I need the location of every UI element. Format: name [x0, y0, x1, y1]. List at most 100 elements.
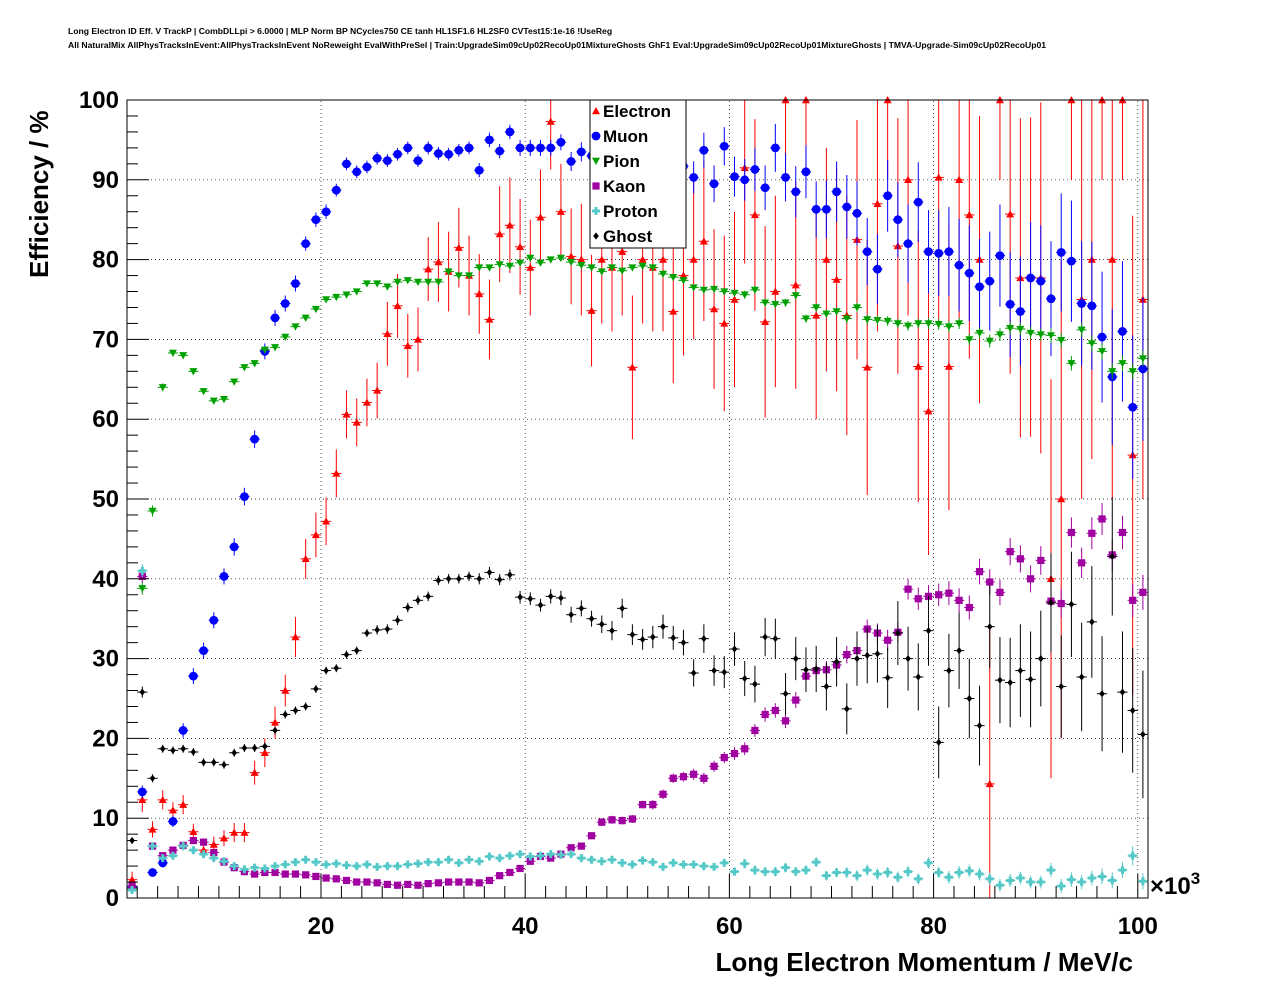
muon-point — [341, 157, 352, 171]
proton-marker — [403, 860, 412, 869]
muon-marker — [1087, 301, 1097, 311]
kaon-marker — [414, 881, 422, 889]
pion-point — [862, 314, 873, 325]
kaon-point — [749, 724, 761, 737]
proton-marker — [1006, 876, 1015, 885]
muon-point — [954, 218, 965, 312]
kaon-point — [729, 747, 740, 760]
ghost-point — [453, 574, 464, 584]
electron-point — [525, 219, 536, 316]
ghost-marker — [711, 666, 717, 675]
proton-marker — [1026, 878, 1035, 887]
muon-point — [555, 134, 567, 151]
electron-marker — [618, 247, 627, 255]
electron-point — [504, 177, 515, 274]
muon-marker — [760, 183, 770, 193]
ghost-marker — [159, 745, 166, 753]
x-tick-label: 80 — [920, 913, 947, 940]
pion-point — [341, 291, 352, 299]
pion-point — [167, 349, 179, 357]
proton-marker — [924, 858, 933, 867]
kaon-marker — [690, 770, 698, 778]
proton-point — [933, 866, 944, 879]
kaon-point — [637, 800, 648, 809]
proton-point — [280, 860, 291, 869]
ghost-marker — [946, 666, 952, 675]
ghost-marker — [629, 631, 636, 639]
proton-marker — [669, 858, 678, 867]
electron-marker — [485, 315, 494, 323]
proton-marker — [281, 860, 290, 869]
ghost-marker — [915, 673, 922, 681]
ghost-marker — [782, 690, 789, 698]
pion-point — [372, 280, 383, 288]
proton-point — [821, 870, 832, 881]
pion-marker — [832, 308, 841, 316]
kaon-point — [249, 870, 260, 878]
pion-point — [290, 323, 301, 331]
ghost-marker — [1140, 730, 1146, 739]
ghost-marker — [1129, 706, 1136, 715]
grid — [127, 100, 1148, 898]
ghost-point — [596, 615, 607, 634]
pion-marker — [1067, 360, 1076, 368]
pion-marker — [607, 264, 616, 272]
ghost-point — [178, 744, 189, 753]
muon-marker — [148, 868, 157, 877]
muon-point — [229, 538, 240, 556]
ghost-point — [259, 742, 270, 751]
kaon-marker — [935, 591, 943, 599]
proton-marker — [781, 863, 790, 872]
muon-marker — [1036, 276, 1046, 286]
muon-marker — [821, 204, 831, 214]
proton-marker — [1118, 866, 1127, 875]
ghost-marker — [752, 680, 758, 688]
proton-marker — [546, 850, 555, 859]
kaon-point — [188, 836, 199, 845]
proton-marker — [750, 866, 759, 875]
kaon-point — [943, 581, 955, 606]
proton-marker — [955, 868, 964, 877]
electron-marker — [965, 210, 974, 219]
ghost-marker — [568, 611, 574, 619]
kaon-point — [1025, 565, 1036, 593]
electron-marker — [597, 255, 606, 263]
kaon-marker — [975, 568, 984, 576]
kaon-marker — [649, 801, 657, 809]
pion-marker — [322, 296, 331, 304]
ghost-point — [576, 600, 587, 617]
ghost-marker — [680, 639, 687, 647]
pion-marker — [934, 321, 943, 329]
proton-marker — [883, 868, 892, 877]
electron-marker — [505, 221, 514, 229]
pion-point — [1107, 363, 1118, 380]
electron-point — [729, 211, 740, 388]
electron-marker — [301, 554, 310, 563]
ghost-marker — [292, 706, 299, 715]
muon-point — [719, 127, 730, 166]
proton-marker — [659, 862, 668, 871]
kaon-point — [423, 880, 434, 888]
electron-marker — [1006, 210, 1015, 218]
proton-marker — [1067, 875, 1076, 884]
muon-point — [708, 165, 720, 203]
ghost-marker — [670, 634, 677, 642]
electron-marker — [944, 362, 953, 370]
electron-point — [760, 226, 771, 418]
electron-marker — [158, 795, 167, 804]
muon-point — [1096, 271, 1108, 403]
pion-marker — [965, 336, 974, 344]
kaon-point — [494, 872, 505, 880]
kaon-marker — [1067, 528, 1076, 537]
pion-marker — [271, 344, 280, 352]
kaon-marker — [700, 774, 708, 782]
ghost-point — [657, 614, 669, 639]
pion-point — [780, 298, 791, 307]
ghost-marker — [598, 620, 605, 628]
pion-point — [688, 284, 699, 292]
muon-marker — [229, 542, 239, 552]
muon-marker — [1097, 332, 1107, 342]
kaon-marker — [291, 870, 300, 878]
proton-marker — [1047, 866, 1056, 875]
pion-marker — [148, 507, 157, 515]
